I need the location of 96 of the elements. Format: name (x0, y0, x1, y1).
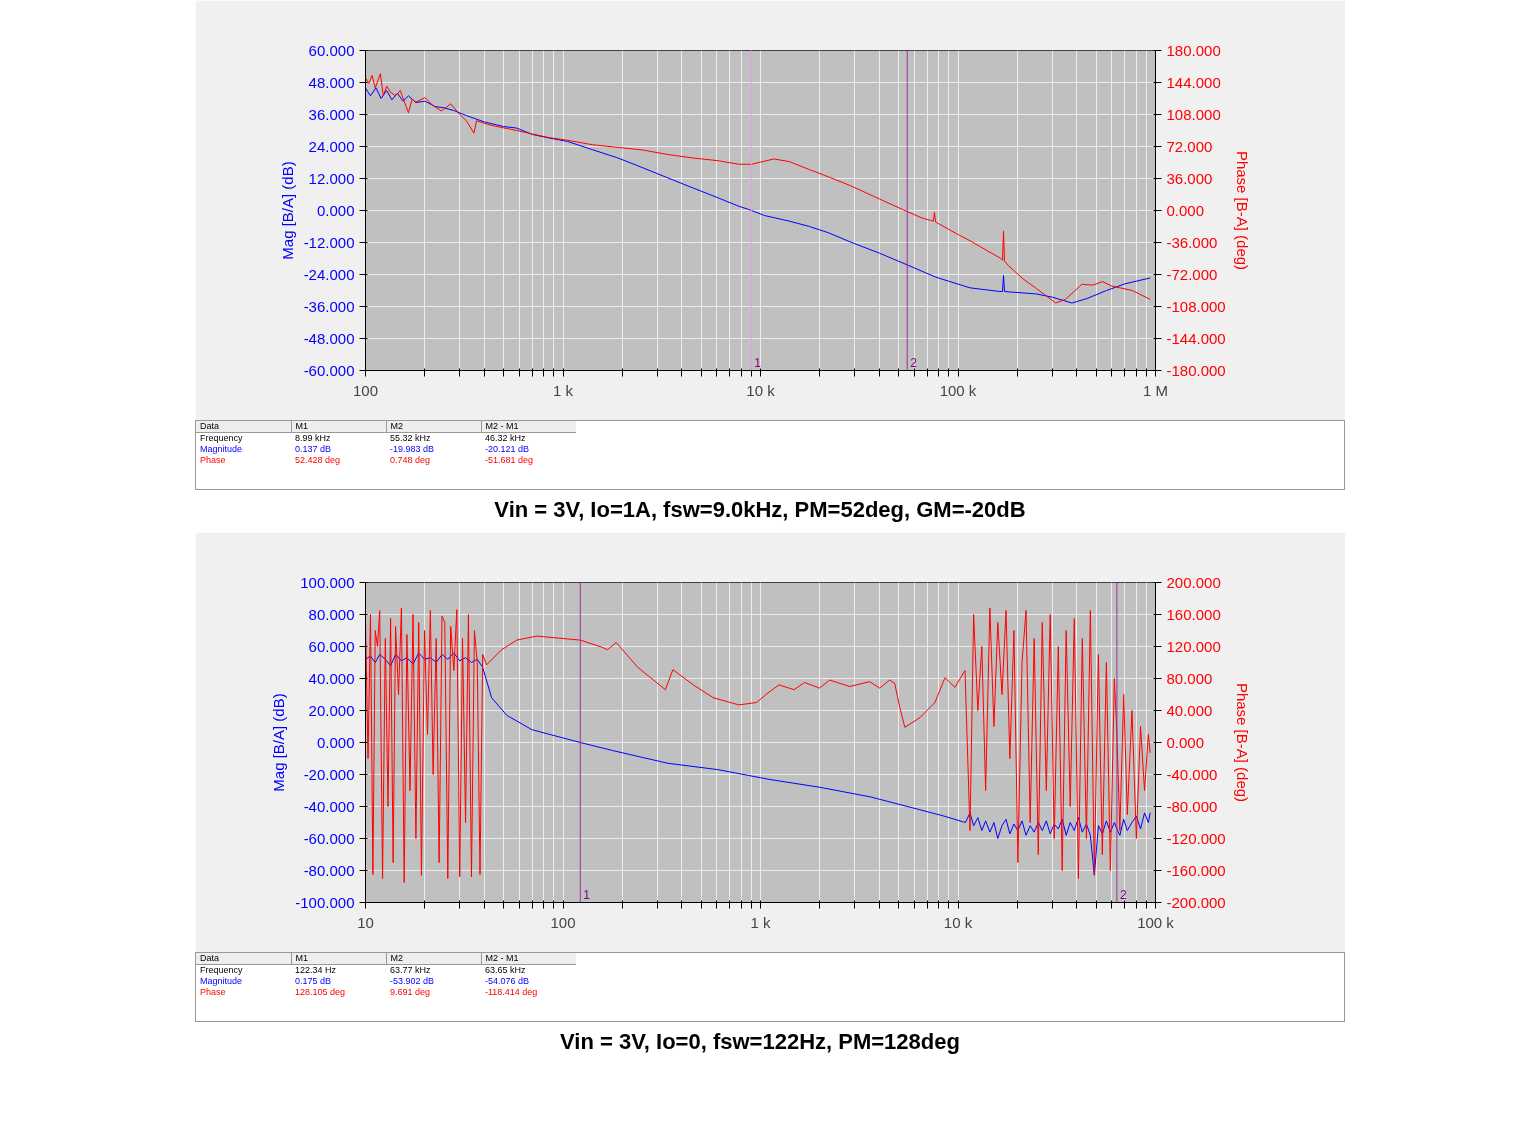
y-tick-label: -80.000 (303, 861, 355, 879)
y2-tick-label: 144.000 (1166, 73, 1221, 91)
y2-tick-label: 180.000 (1166, 41, 1221, 59)
text: 0.137 dB (294, 444, 333, 455)
text: 0.748 deg (389, 455, 432, 466)
y2-tick-label: -108.000 (1166, 297, 1226, 315)
y-tick-label: 60.000 (308, 41, 355, 59)
text: 63.77 kHz (389, 964, 432, 976)
annotation: 1 (583, 887, 591, 902)
x-tick-label: 1 M (1143, 381, 1169, 399)
text: 55.32 kHz (389, 432, 432, 444)
y-tick-label: -48.000 (303, 329, 355, 347)
x-tick-label: 100 k (939, 381, 977, 399)
text: Vin = 3V, Io=0, fsw=122Hz, PM=128deg (559, 1028, 961, 1056)
text: M2 (386, 953, 481, 965)
y-tick-label: 12.000 (308, 169, 355, 187)
y-tick-label: 24.000 (308, 137, 355, 155)
x-tick-label: 1 k (553, 381, 574, 399)
y-tick-label: 20.000 (308, 701, 355, 719)
y2-tick-label: -72.000 (1166, 265, 1218, 283)
text: 122.34 Hz (294, 964, 338, 976)
y2-tick-label: -200.000 (1166, 893, 1226, 911)
text: -51.681 deg (484, 455, 535, 466)
text: -53.902 dB (389, 976, 436, 987)
text: Frequency (199, 964, 244, 976)
y2-tick-label: 36.000 (1166, 169, 1213, 187)
y2-tick-label: -36.000 (1166, 233, 1218, 251)
y-tick-label: 0.000 (316, 733, 355, 751)
text: 128.105 deg (294, 987, 347, 998)
y-tick-label: -40.000 (303, 797, 355, 815)
x-tick-label: 100 k (1137, 913, 1175, 931)
annotation: 2 (910, 355, 918, 370)
text: Vin = 3V, Io=1A, fsw=9.0kHz, PM=52deg, GM=-20dB (493, 496, 1027, 524)
text: M2 - M1 (481, 953, 576, 965)
y-tick-label: -12.000 (303, 233, 355, 251)
y-tick-label: 48.000 (308, 73, 355, 91)
y2-tick-label: 120.000 (1166, 637, 1221, 655)
annotation: 2 (1119, 887, 1127, 902)
text: Phase (199, 987, 227, 998)
y2-tick-label: -120.000 (1166, 829, 1226, 847)
y-tick-label: -60.000 (303, 361, 355, 379)
x-tick-label: 100 (550, 913, 576, 931)
text: Phase (199, 455, 227, 466)
y-tick-label: 100.000 (300, 573, 355, 591)
y2-tick-label: 108.000 (1166, 105, 1221, 123)
y-axis-title: Mag [B/A] (dB) (278, 161, 296, 260)
text: 8.99 kHz (294, 432, 332, 444)
y2-tick-label: 72.000 (1166, 137, 1213, 155)
annotation: 1 (754, 355, 762, 370)
y-tick-label: 60.000 (308, 637, 355, 655)
text: 0.175 dB (294, 976, 333, 987)
text: 52.428 deg (294, 455, 342, 466)
y-tick-label: -100.000 (295, 893, 355, 911)
text: 63.65 kHz (484, 964, 527, 976)
text: 46.32 kHz (484, 432, 527, 444)
text: -54.076 dB (484, 976, 531, 987)
y2-tick-label: 40.000 (1166, 701, 1213, 719)
y-tick-label: 36.000 (308, 105, 355, 123)
y2-tick-label: -160.000 (1166, 861, 1226, 879)
y2-tick-label: 0.000 (1166, 733, 1205, 751)
text: M1 (291, 953, 386, 965)
y2-axis-title: Phase [B-A] (deg) (1233, 150, 1251, 271)
x-tick-label: 1 k (750, 913, 771, 931)
y-tick-label: 40.000 (308, 669, 355, 687)
text: M2 - M1 (481, 421, 576, 433)
text: Data (196, 953, 291, 965)
text: M2 (386, 421, 481, 433)
text: -118.414 deg (484, 987, 539, 998)
text: Magnitude (199, 976, 244, 987)
text: -20.121 dB (484, 444, 531, 455)
y-tick-label: 80.000 (308, 605, 355, 623)
y2-tick-label: -40.000 (1166, 765, 1218, 783)
y-axis-title: Mag [B/A] (dB) (270, 693, 288, 792)
y-tick-label: -60.000 (303, 829, 355, 847)
text: M1 (291, 421, 386, 433)
y2-tick-label: 0.000 (1166, 201, 1205, 219)
y2-tick-label: 200.000 (1166, 573, 1221, 591)
x-tick-label: 10 (357, 913, 374, 931)
y2-axis-title: Phase [B-A] (deg) (1233, 682, 1251, 803)
y-tick-label: -20.000 (303, 765, 355, 783)
y-tick-label: -36.000 (303, 297, 355, 315)
x-tick-label: 10 k (943, 913, 973, 931)
text: -19.983 dB (389, 444, 436, 455)
y-tick-label: -24.000 (303, 265, 355, 283)
text: Data (196, 421, 291, 433)
y-tick-label: 0.000 (316, 201, 355, 219)
y2-tick-label: 80.000 (1166, 669, 1213, 687)
y2-tick-label: -80.000 (1166, 797, 1218, 815)
y2-tick-label: -144.000 (1166, 329, 1226, 347)
text: 9.691 deg (389, 987, 432, 998)
y2-tick-label: 160.000 (1166, 605, 1221, 623)
x-tick-label: 100 (352, 381, 379, 399)
text: Frequency (199, 432, 244, 444)
x-tick-label: 10 k (746, 381, 776, 399)
text: Magnitude (199, 444, 244, 455)
y2-tick-label: -180.000 (1166, 361, 1226, 379)
